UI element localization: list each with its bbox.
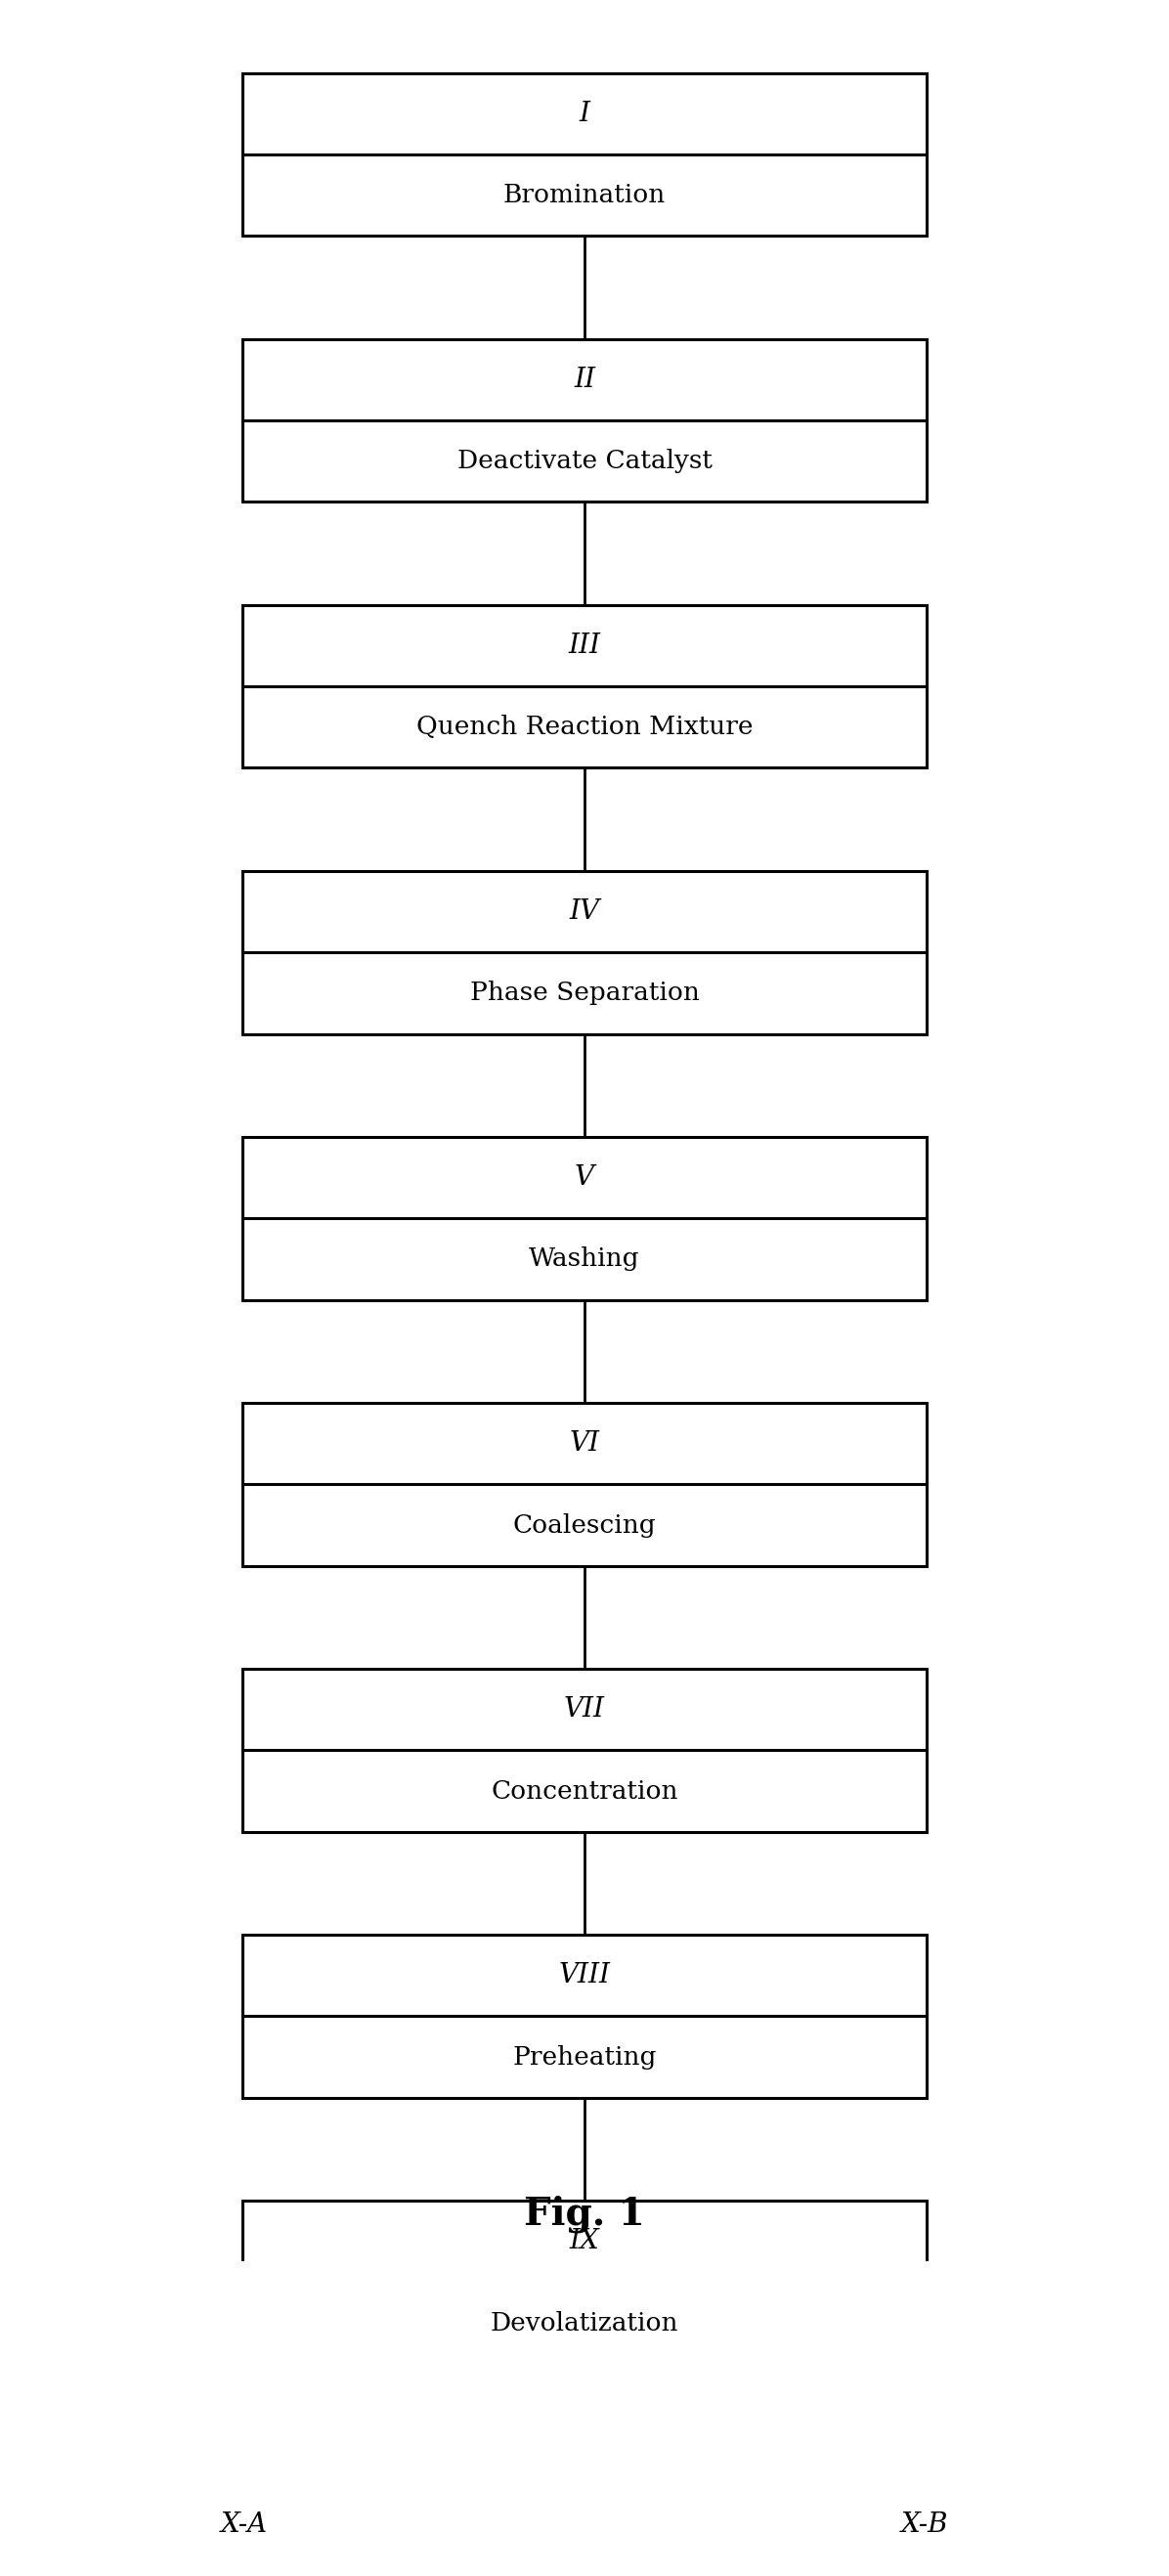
Text: VIII: VIII [559, 1963, 610, 1989]
Text: Deactivate Catalyst: Deactivate Catalyst [457, 448, 712, 474]
Text: Quench Reaction Mixture: Quench Reaction Mixture [416, 716, 753, 739]
Text: Bromination: Bromination [503, 183, 666, 209]
Bar [242, 1669, 927, 1832]
Text: IV: IV [569, 899, 600, 925]
Text: V: V [575, 1164, 594, 1190]
Text: X-B: X-B [901, 2512, 948, 2537]
Text: Concentration: Concentration [491, 1780, 678, 1803]
Text: II: II [574, 366, 595, 394]
Text: VI: VI [569, 1430, 600, 1458]
Text: X-A: X-A [221, 2512, 268, 2537]
Text: III: III [568, 634, 601, 659]
Bar [242, 605, 927, 768]
Bar [242, 72, 927, 237]
Bar [242, 1136, 927, 1301]
Text: Devolatization: Devolatization [491, 2311, 678, 2336]
Text: Phase Separation: Phase Separation [470, 981, 699, 1005]
Text: Preheating: Preheating [512, 2045, 657, 2069]
Bar [98, 2483, 390, 2576]
Text: IX: IX [569, 2228, 600, 2254]
Text: VII: VII [563, 1698, 606, 1723]
Bar [242, 2200, 927, 2365]
Bar [242, 340, 927, 502]
Text: Fig. 1: Fig. 1 [524, 2195, 645, 2233]
Bar [779, 2483, 1071, 2576]
Text: Washing: Washing [528, 1247, 641, 1273]
Text: Coalescing: Coalescing [513, 1512, 656, 1538]
Bar [242, 1404, 927, 1566]
Bar [242, 871, 927, 1033]
Text: I: I [579, 100, 590, 126]
Bar [242, 1935, 927, 2097]
